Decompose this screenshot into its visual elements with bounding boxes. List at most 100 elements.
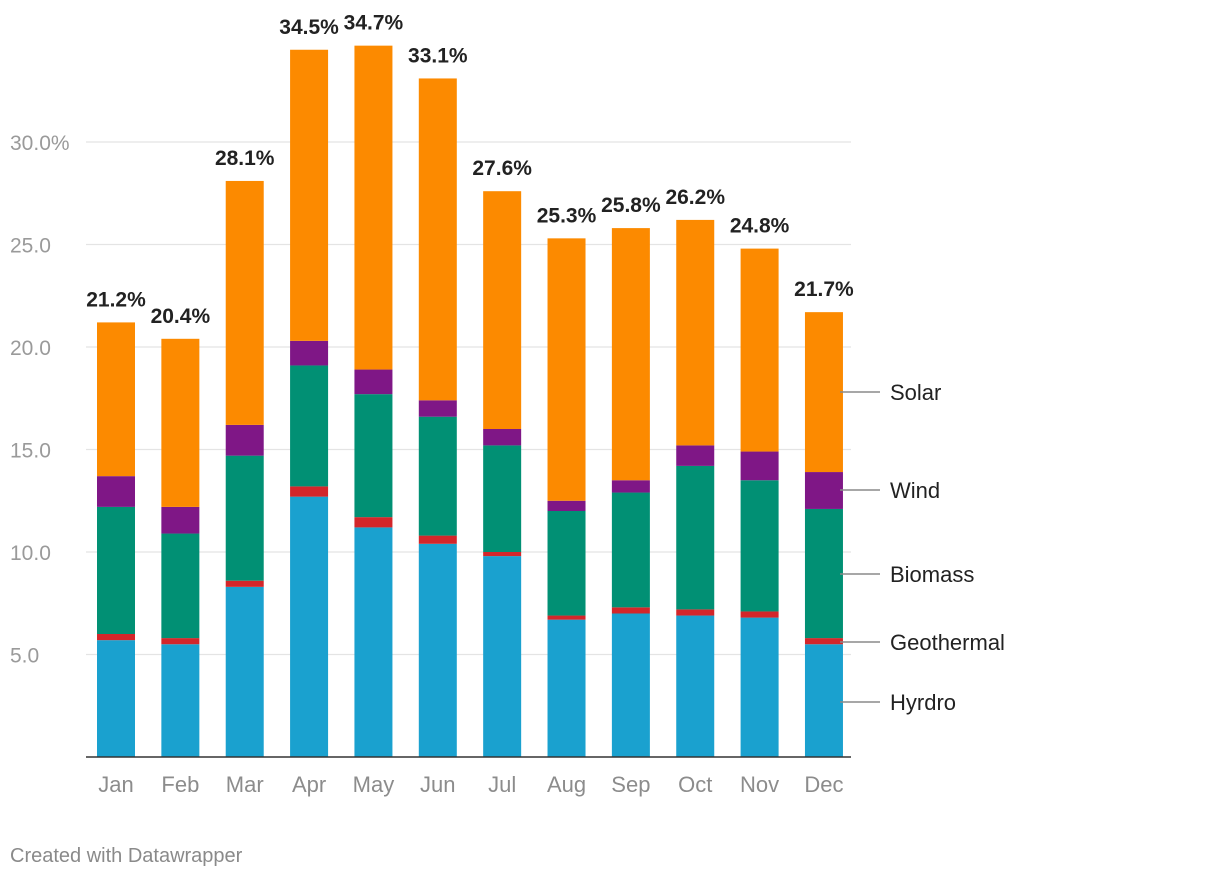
- bar-segment-wind-jan: [97, 476, 135, 507]
- bar-segment-biomass-jul: [483, 445, 522, 552]
- bar-segment-biomass-jun: [418, 416, 457, 536]
- bar-segment-hyrdro-feb: [161, 644, 200, 757]
- bar-segment-biomass-apr: [290, 365, 329, 487]
- x-tick-label: Dec: [804, 772, 843, 797]
- bar-segment-solar-apr: [290, 49, 329, 341]
- bar-segment-geothermal-sep: [611, 607, 650, 614]
- x-tick-label: Sep: [611, 772, 650, 797]
- total-label: 27.6%: [472, 157, 532, 180]
- legend-label-hyrdro: Hyrdro: [890, 690, 956, 715]
- bar-segment-geothermal-jul: [483, 552, 522, 557]
- credit-footer: Created with Datawrapper: [10, 845, 243, 867]
- bar-segment-hyrdro-sep: [611, 613, 650, 757]
- bar-segment-wind-jul: [483, 429, 522, 446]
- bar-segment-solar-nov: [740, 248, 779, 452]
- total-label: 33.1%: [408, 44, 468, 67]
- bar-segment-solar-oct: [676, 219, 715, 446]
- bar-segment-hyrdro-mar: [225, 586, 264, 757]
- bar-segment-wind-jun: [418, 400, 457, 417]
- bar-segment-geothermal-apr: [290, 486, 329, 497]
- bar-segment-wind-sep: [611, 480, 650, 493]
- bar-segment-wind-aug: [547, 500, 586, 511]
- x-tick-label: Apr: [292, 772, 326, 797]
- bar-segment-solar-sep: [611, 228, 650, 481]
- bar-segment-solar-jun: [418, 78, 457, 401]
- bar-segment-solar-jul: [483, 191, 522, 429]
- bar-segment-geothermal-feb: [161, 638, 200, 645]
- x-tick-label: Jun: [420, 772, 455, 797]
- legend-label-wind: Wind: [890, 478, 940, 503]
- y-tick-label: 15.0: [10, 440, 51, 463]
- x-tick-label: Feb: [161, 772, 199, 797]
- total-label: 25.8%: [601, 194, 661, 217]
- legend: Hyrdro Geothermal Biomass Wind Solar: [840, 380, 1005, 715]
- bars: [97, 45, 843, 757]
- y-tick-label: 5.0: [10, 645, 39, 668]
- bar-segment-hyrdro-jul: [483, 556, 522, 757]
- bar-segment-geothermal-may: [354, 517, 393, 528]
- bar-segment-hyrdro-dec: [804, 644, 843, 757]
- gridlines: [86, 141, 851, 656]
- legend-label-biomass: Biomass: [890, 562, 974, 587]
- y-tick-label: 10.0: [10, 542, 51, 565]
- bar-segment-geothermal-jun: [418, 535, 457, 544]
- bar-segment-geothermal-dec: [804, 638, 843, 645]
- bar-segment-hyrdro-nov: [740, 617, 779, 757]
- total-label: 24.8%: [730, 215, 790, 238]
- total-label: 34.7%: [344, 12, 404, 35]
- total-label: 21.7%: [794, 278, 854, 301]
- bar-segment-wind-nov: [740, 451, 779, 481]
- x-tick-label: Oct: [678, 772, 712, 797]
- x-tick-label: May: [353, 772, 395, 797]
- bar-segment-solar-feb: [161, 338, 200, 507]
- bar-segment-hyrdro-apr: [290, 496, 329, 757]
- bar-segment-solar-aug: [547, 238, 586, 501]
- legend-label-solar: Solar: [890, 380, 941, 405]
- bar-segment-wind-may: [354, 369, 393, 395]
- y-tick-label: 20.0: [10, 337, 51, 360]
- total-label: 20.4%: [151, 305, 211, 328]
- x-tick-label: Nov: [740, 772, 779, 797]
- total-label: 34.5%: [279, 16, 339, 39]
- bar-segment-biomass-feb: [161, 533, 200, 639]
- y-tick-label: 25.0: [10, 235, 51, 258]
- total-label: 25.3%: [537, 204, 597, 227]
- bar-segment-solar-dec: [804, 312, 843, 473]
- bar-segment-hyrdro-jun: [418, 543, 457, 757]
- bar-segment-geothermal-mar: [225, 580, 264, 587]
- legend-label-geothermal: Geothermal: [890, 630, 1005, 655]
- bar-segment-geothermal-jan: [97, 634, 135, 641]
- bar-segment-hyrdro-oct: [676, 615, 715, 757]
- bar-segment-biomass-dec: [804, 508, 843, 639]
- bar-segment-biomass-aug: [547, 511, 586, 616]
- bar-segment-wind-oct: [676, 445, 715, 466]
- y-tick-label: 30.0%: [10, 132, 70, 155]
- bar-segment-hyrdro-jan: [97, 640, 135, 757]
- total-label: 28.1%: [215, 147, 275, 170]
- bar-segment-biomass-sep: [611, 492, 650, 608]
- y-axis-labels: 5.0 10.0 15.0 20.0 25.0 30.0%: [10, 132, 70, 668]
- x-tick-label: Mar: [226, 772, 264, 797]
- bar-segment-solar-mar: [225, 180, 264, 425]
- x-tick-label: Jan: [98, 772, 133, 797]
- bar-segment-hyrdro-aug: [547, 619, 586, 757]
- bar-segment-solar-may: [354, 45, 393, 370]
- bar-segment-wind-apr: [290, 340, 329, 366]
- x-tick-label: Aug: [547, 772, 586, 797]
- total-label: 26.2%: [665, 186, 725, 209]
- bar-segment-biomass-nov: [740, 480, 779, 612]
- bar-segment-geothermal-nov: [740, 611, 779, 618]
- bar-segment-hyrdro-may: [354, 527, 393, 757]
- total-label: 21.2%: [86, 288, 146, 311]
- bar-segment-biomass-oct: [676, 465, 715, 610]
- bar-segment-wind-dec: [804, 472, 843, 509]
- bar-segment-wind-mar: [225, 424, 264, 456]
- bar-segment-biomass-mar: [225, 455, 264, 581]
- bar-segment-geothermal-oct: [676, 609, 715, 616]
- total-labels: 21.2%20.4% 28.1% 34.5% 34.7%33.1% 27.6% 25.3%…: [86, 12, 854, 328]
- bar-segment-biomass-may: [354, 394, 393, 518]
- bar-segment-biomass-jan: [97, 506, 135, 634]
- bar-segment-geothermal-aug: [547, 615, 586, 620]
- x-axis-labels: Jan Feb Mar Apr May Jun Jul Aug Sep Oct Nov Dec: [98, 772, 843, 797]
